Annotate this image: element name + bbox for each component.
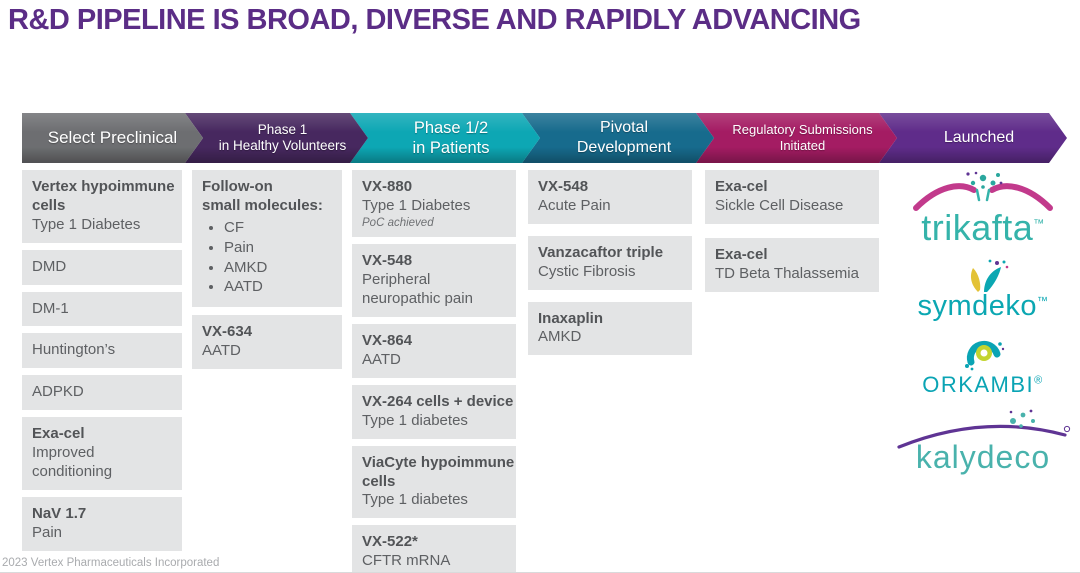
poc-note: PoC achieved (362, 216, 434, 229)
indication: Type 1 diabetes (362, 491, 468, 509)
stage-regulatory-submissions: Regulatory Submissions Initiated (696, 113, 897, 163)
pipeline-item: VX-880 Type 1 Diabetes PoC achieved (352, 170, 516, 238)
indication: Peripheral neuropathic pain (362, 271, 473, 308)
indication-list-item: CF (224, 219, 332, 238)
pipeline-item: ViaCyte hypoimmune cells Type 1 diabetes (352, 445, 516, 519)
indication: Acute Pain (538, 196, 611, 214)
trikafta-logo: trikafta™ (908, 170, 1058, 246)
drug-name: VX-264 cells + device (362, 392, 514, 410)
trikafta-wordmark: trikafta™ (921, 207, 1045, 248)
stage-label: Pivotal Development (576, 119, 672, 156)
drug-name: VX-522* (362, 533, 418, 551)
pipeline-item: Huntington’s (22, 333, 182, 369)
pipeline-item: NaV 1.7 Pain (22, 496, 182, 551)
stage-pivotal-development: Pivotal Development (522, 113, 714, 163)
drug-name: Exa-cel (715, 178, 768, 195)
pipeline-item: Exa-cel Sickle Cell Disease (705, 170, 879, 224)
stage-label: Select Preclinical (47, 127, 178, 147)
stage-select-preclinical: Select Preclinical (22, 113, 203, 163)
indication: AATD (362, 350, 401, 368)
indication: Type 1 Diabetes (32, 215, 141, 233)
indication-list-item: AATD (224, 278, 332, 297)
stage-label: Launched (943, 129, 1015, 147)
kalydeco-wordmark: kalydeco (915, 439, 1051, 475)
indication: AMKD (538, 328, 582, 346)
orkambi-wordmark: ORKAMBI® (922, 372, 1044, 397)
drug-name: VX-634 (202, 323, 253, 341)
orkambi-logo: ORKAMBI® (922, 334, 1044, 396)
drug-name: VX-880 (362, 178, 413, 195)
drug-name: Inaxaplin (538, 309, 604, 327)
indication-list-item: AMKD (224, 259, 332, 278)
trademark-symbol: ™ (1037, 295, 1049, 308)
indication: DM-1 (32, 299, 69, 317)
indication-list: CF Pain AMKD AATD (202, 219, 332, 298)
pipeline-item: Inaxaplin AMKD (528, 301, 692, 356)
trademark-symbol: ® (1034, 374, 1044, 387)
stage-phase1-2-patients: Phase 1/2 in Patients (350, 113, 540, 163)
column-phase1-healthy-volunteers: Follow-on small molecules: CF Pain AMKD … (192, 170, 342, 370)
indication: Huntington’s (32, 341, 116, 359)
stage-label: Phase 1/2 in Patients (412, 118, 490, 157)
stage-launched: Launched (879, 113, 1067, 163)
pipeline-item: Exa-cel TD Beta Thalassemia (705, 237, 879, 292)
pipeline-item: VX-264 cells + device Type 1 diabetes (352, 384, 516, 439)
pipeline-item: VX-634 AATD (192, 315, 342, 370)
stage-banner: Select Preclinical Phase 1 in Healthy Vo… (22, 113, 1067, 163)
indication: TD Beta Thalassemia (715, 264, 859, 282)
indication: Improved conditioning (32, 444, 113, 481)
pipeline-item: DM-1 (22, 291, 182, 327)
column-phase1-2-patients: VX-880 Type 1 Diabetes PoC achieved VX-5… (352, 170, 516, 573)
stage-label: Regulatory Submissions Initiated (732, 122, 873, 153)
drug-name: Follow-on small molecules: (202, 178, 323, 214)
symdeko-logo: symdeko™ (917, 259, 1048, 321)
indication: Type 1 diabetes (362, 411, 468, 429)
indication: Cystic Fibrosis (538, 262, 636, 280)
column-pivotal-development: VX-548 Acute Pain Vanzacaftor triple Cys… (528, 170, 692, 356)
indication: DMD (32, 257, 67, 275)
drug-name: Vertex hypoimmune cells (32, 178, 175, 214)
trademark-symbol: ™ (1033, 218, 1045, 230)
copyright-text: 2023 Vertex Pharmaceuticals Incorporated (2, 557, 220, 569)
pipeline-item: VX-864 AATD (352, 324, 516, 378)
indication: Type 1 Diabetes (362, 196, 471, 214)
indication: CFTR mRNA (362, 552, 451, 570)
kalydeco-icon (897, 409, 1071, 449)
drug-name: VX-548 (362, 252, 413, 270)
indication: ADPKD (32, 383, 84, 401)
symdeko-icon (970, 259, 1009, 292)
drug-name: ViaCyte hypoimmune cells (362, 453, 515, 490)
pipeline-item: ADPKD (22, 375, 182, 411)
symdeko-wordmark: symdeko™ (917, 290, 1049, 322)
trikafta-icon (913, 171, 1053, 211)
drug-name: VX-548 (538, 178, 589, 195)
drug-name: Exa-cel (32, 425, 85, 443)
pipeline-item: Vertex hypoimmune cells Type 1 Diabetes (22, 170, 182, 243)
drug-name: Exa-cel (715, 245, 768, 263)
column-select-preclinical: Vertex hypoimmune cells Type 1 Diabetes … (22, 170, 182, 551)
orkambi-icon (964, 340, 1005, 371)
indication: Sickle Cell Disease (715, 196, 844, 214)
stage-phase1-healthy-volunteers: Phase 1 in Healthy Volunteers (185, 113, 368, 163)
kalydeco-logo: kalydeco (895, 409, 1071, 473)
pipeline-item: Exa-cel Improved conditioning (22, 417, 182, 490)
stage-label: Phase 1 in Healthy Volunteers (218, 121, 347, 153)
indication-list-item: Pain (224, 239, 332, 258)
pipeline-item: Vanzacaftor triple Cystic Fibrosis (528, 235, 692, 290)
pipeline-item: Follow-on small molecules: CF Pain AMKD … (192, 170, 342, 308)
pipeline-item: DMD (22, 249, 182, 285)
drug-name: NaV 1.7 (32, 504, 87, 522)
pipeline-item: VX-522* CFTR mRNA (352, 525, 516, 573)
column-launched-brands: trikafta™ symdeko™ OR (893, 170, 1073, 473)
indication: Pain (32, 523, 63, 541)
pipeline-item: VX-548 Acute Pain (528, 170, 692, 224)
pipeline-item: VX-548 Peripheral neuropathic pain (352, 244, 516, 318)
indication: AATD (202, 342, 241, 360)
page-title: R&D PIPELINE IS BROAD, DIVERSE AND RAPID… (8, 4, 861, 36)
column-regulatory-submissions: Exa-cel Sickle Cell Disease Exa-cel TD B… (705, 170, 879, 292)
drug-name: Vanzacaftor triple (538, 243, 664, 261)
drug-name: VX-864 (362, 332, 413, 350)
